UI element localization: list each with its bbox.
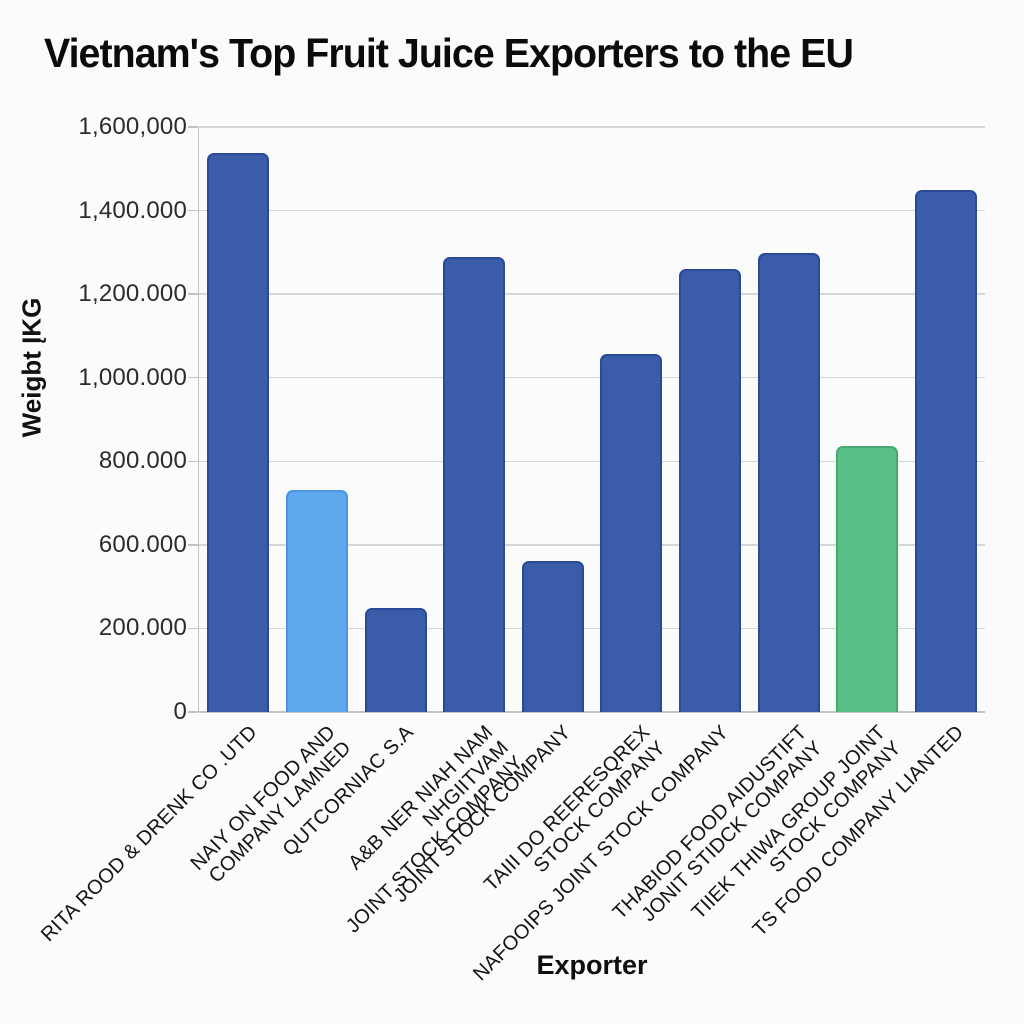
- y-tick-mark: [188, 711, 198, 713]
- bar-8: [757, 253, 820, 712]
- y-tick-label: 200.000: [98, 614, 187, 642]
- gridline: [199, 544, 985, 546]
- bar-5: [521, 561, 584, 712]
- bar-10: [914, 189, 977, 712]
- y-tick-label: 800.000: [98, 447, 187, 475]
- y-tick-mark: [188, 293, 198, 295]
- bar-1: [207, 153, 270, 712]
- chart-title: Vietnam's Top Fruit Juice Exporters to t…: [44, 30, 854, 76]
- x-axis-line: [199, 711, 985, 713]
- y-tick-mark: [188, 209, 198, 212]
- y-tick-label: 1,400.000: [78, 196, 187, 224]
- y-tick-mark: [188, 627, 198, 630]
- gridline: [199, 209, 985, 212]
- y-tick-label: 1,600,000: [78, 113, 187, 140]
- bar-2: [285, 489, 348, 712]
- y-tick-mark: [188, 544, 198, 546]
- gridline: [199, 627, 985, 630]
- gridline: [199, 293, 985, 295]
- y-tick-mark: [188, 460, 198, 463]
- x-axis-title: Exporter: [536, 950, 648, 980]
- y-tick-mark: [188, 376, 198, 379]
- bar-3: [364, 607, 427, 712]
- gridline: [199, 460, 985, 463]
- bar-6: [600, 353, 663, 712]
- y-tick-mark: [188, 126, 198, 128]
- bar-7: [678, 268, 741, 712]
- plot-area: 1,600,000 1,400.000 1,200.000 1,000.000 800.…: [78, 113, 985, 725]
- bar-4: [443, 257, 506, 712]
- y-tick-label: 1,000.000: [78, 363, 187, 391]
- y-axis-line: [197, 127, 199, 712]
- gridline: [199, 376, 985, 379]
- gridline: [199, 126, 985, 128]
- bar-9: [836, 445, 899, 712]
- y-tick-label: 0: [173, 698, 187, 725]
- y-tick-label: 1,200.000: [78, 280, 187, 308]
- y-tick-label: 600.000: [98, 530, 187, 558]
